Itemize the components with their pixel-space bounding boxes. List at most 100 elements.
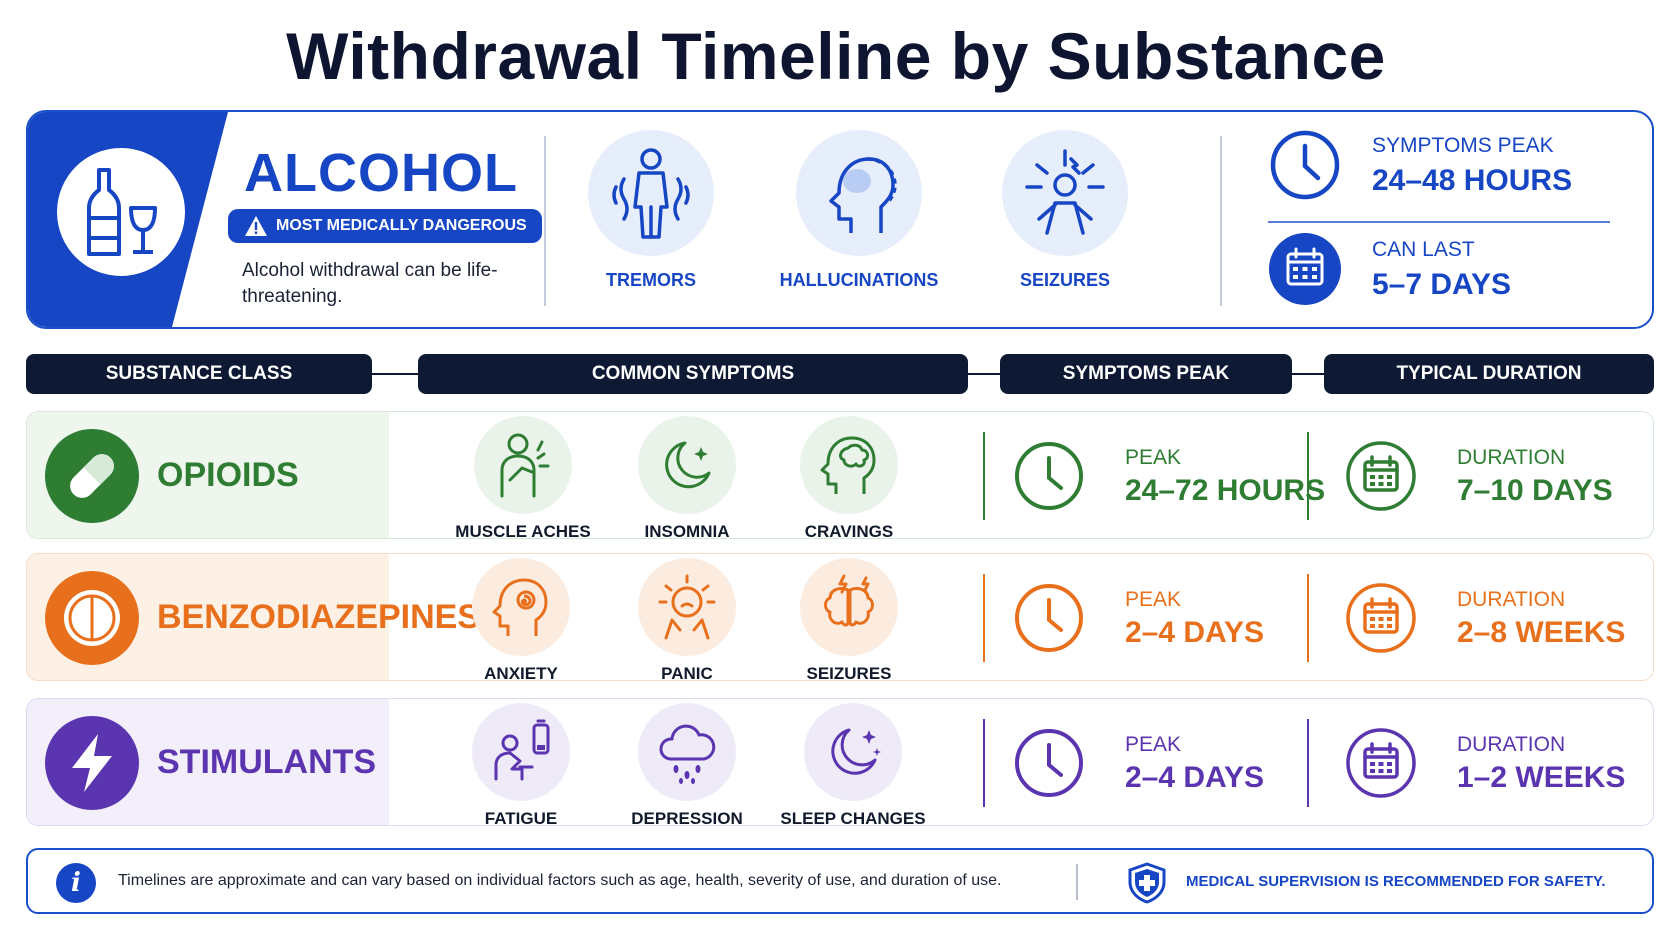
divider [1220,136,1222,306]
brain-lightning-icon [800,558,898,656]
symptom-label: SEIZURES [1019,270,1111,290]
peak-cell: PEAK 24–72 HOURS [1013,412,1333,538]
substance-name: OPIOIDS [157,455,299,494]
bottle-glass-icon [57,148,185,276]
anxiety-head-icon [472,558,570,656]
row-stimulants: STIMULANTS FATIGUE DEPRESSION SLEEP CHAN… [26,698,1654,826]
row-opioids: OPIOIDS MUSCLE ACHES INSOMNIA CRAVINGS P… [26,411,1654,539]
peak-cell: PEAK 2–4 DAYS [1013,554,1333,680]
alcohol-duration-value: 5–7 DAYS [1372,268,1511,301]
pill-capsule-icon [45,429,139,523]
symptom-label: HALLUCINATIONS [779,270,939,290]
footer-disclaimer: Timelines are approximate and can vary b… [118,872,1002,889]
lightning-icon [45,716,139,810]
divider [1307,719,1309,807]
header-connector [1290,373,1340,375]
header-common-symptoms: COMMON SYMPTOMS [418,354,968,394]
header-typical-duration: TYPICAL DURATION [1324,354,1654,394]
duration-value: 7–10 DAYS [1457,474,1613,507]
duration-label: DURATION [1457,588,1566,611]
footer-note: i Timelines are approximate and can vary… [26,848,1654,914]
symptom-item: FATIGUE [441,703,601,825]
duration-label: DURATION [1457,733,1566,756]
alcohol-duration-label: CAN LAST [1372,238,1475,261]
symptom-label: MUSCLE ACHES [455,522,591,539]
substance-class-cell: OPIOIDS [27,412,389,538]
symptom-label: ANXIETY [484,664,558,681]
duration-cell: DURATION 7–10 DAYS [1345,412,1653,538]
symptom-label: SEIZURES [806,664,892,681]
row-benzodiazepines: BENZODIAZEPINES ANXIETY PANIC SEIZU [26,553,1654,681]
alcohol-peak-label: SYMPTOMS PEAK [1372,134,1554,157]
divider [983,719,985,807]
divider [1307,574,1309,662]
symptom-item: PANIC [607,558,767,680]
substance-name: STIMULANTS [157,742,377,781]
clock-icon [1270,130,1340,200]
alcohol-description: Alcohol withdrawal can be life-threateni… [242,260,498,307]
alcohol-symptom: HALLUCINATIONS [774,130,944,291]
peak-value: 2–4 DAYS [1125,761,1264,794]
symptom-label: INSOMNIA [644,522,730,539]
peak-label: PEAK [1125,588,1182,611]
shield-cross-icon [1128,862,1166,904]
hallucination-head-icon [796,130,922,256]
divider [983,574,985,662]
moon-icon [638,416,736,514]
peak-value: 2–4 DAYS [1125,616,1264,649]
alcohol-peak-value: 24–48 HOURS [1372,164,1573,197]
symptom-item: SEIZURES [769,558,929,681]
warning-icon [245,216,267,236]
duration-cell: DURATION 1–2 WEEKS [1345,699,1653,825]
brain-head-icon [800,416,898,514]
header-substance-class: SUBSTANCE CLASS [26,354,372,394]
rain-cloud-icon [638,703,736,801]
header-connector [960,373,1010,375]
symptom-item: INSOMNIA [607,416,767,539]
divider [1268,221,1610,223]
calendar-icon [1346,728,1416,798]
moon-stars-icon [804,703,902,801]
calendar-icon [1269,233,1341,305]
panic-face-icon [638,558,736,656]
divider [983,432,985,520]
header-symptoms-peak: SYMPTOMS PEAK [1000,354,1292,394]
info-icon: i [56,863,96,903]
symptom-label: CRAVINGS [804,522,894,539]
duration-value: 1–2 WEEKS [1457,761,1626,794]
divider [1307,432,1309,520]
calendar-icon [1346,441,1416,511]
substance-class-cell: STIMULANTS [27,699,389,825]
page-title: Withdrawal Timeline by Substance [286,19,1386,93]
substance-class-cell: BENZODIAZEPINES [27,554,480,680]
substance-name: BENZODIAZEPINES [157,597,481,636]
clock-icon [1015,584,1083,652]
clock-icon [1015,442,1083,510]
alcohol-badge-label: MOST MEDICALLY DANGEROUS [276,217,527,234]
symptom-item: DEPRESSION [607,703,767,826]
divider [544,136,546,306]
tremor-person-icon [588,130,714,256]
duration-cell: DURATION 2–8 WEEKS [1345,554,1653,680]
duration-label: DURATION [1457,446,1566,469]
header-connector [360,373,420,375]
alcohol-peak: SYMPTOMS PEAK 24–48 HOURS [1268,114,1628,214]
symptom-item: CRAVINGS [769,416,929,539]
symptom-label: DEPRESSION [631,809,743,826]
symptom-label: TREMORS [606,270,696,290]
symptom-item: ANXIETY [441,558,601,681]
clock-icon [1015,729,1083,797]
alcohol-name: ALCOHOL [244,143,518,203]
footer-safety-note: MEDICAL SUPERVISION IS RECOMMENDED FOR S… [1186,872,1606,890]
fatigue-battery-icon [472,703,570,801]
symptom-label: SLEEP CHANGES [780,809,926,826]
peak-cell: PEAK 2–4 DAYS [1013,699,1333,825]
duration-value: 2–8 WEEKS [1457,616,1626,649]
alcohol-panel: ALCOHOL MOST MEDICALLY DANGEROUS Alcohol… [26,110,1654,329]
alcohol-symptom: TREMORS [566,130,736,291]
peak-label: PEAK [1125,733,1182,756]
symptom-item: MUSCLE ACHES [443,416,603,539]
calendar-icon [1346,583,1416,653]
alcohol-warning-badge: MOST MEDICALLY DANGEROUS [228,209,542,243]
muscle-ache-icon [474,416,572,514]
